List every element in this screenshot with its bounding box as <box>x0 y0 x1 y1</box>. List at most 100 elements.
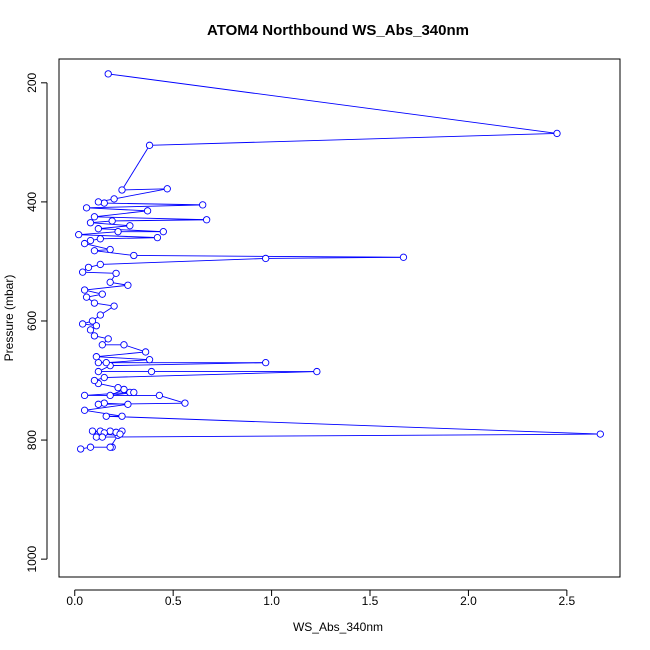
data-point <box>114 384 122 392</box>
series-segment <box>84 409 123 417</box>
data-point <box>114 228 122 236</box>
series-segment <box>90 222 130 227</box>
data-point <box>112 269 120 277</box>
data-point <box>75 230 83 239</box>
data-point <box>102 412 110 420</box>
data-point <box>96 235 104 243</box>
data-point <box>84 263 93 272</box>
series-segment <box>82 271 117 274</box>
data-point <box>141 348 150 356</box>
data-point <box>553 129 561 138</box>
plot-area <box>75 70 604 453</box>
x-tick-label: 0.0 <box>66 594 83 608</box>
data-point <box>100 373 108 382</box>
data-point <box>106 427 114 435</box>
data-point <box>147 367 156 376</box>
data-point <box>94 400 103 408</box>
data-point <box>96 311 104 319</box>
series-segment <box>84 243 111 250</box>
data-point <box>202 216 211 224</box>
series-segment <box>98 228 164 233</box>
data-point <box>78 320 87 328</box>
y-tick-label: 400 <box>25 192 39 212</box>
series-segment <box>84 403 128 411</box>
data-point <box>82 204 91 212</box>
series-segment <box>78 231 119 236</box>
data-point <box>262 359 270 367</box>
data-point <box>98 433 106 441</box>
series-segment <box>86 204 203 209</box>
data-point <box>153 233 162 242</box>
series-segment <box>86 207 148 212</box>
data-point <box>94 198 103 206</box>
data-point <box>130 251 138 260</box>
series-segment <box>94 216 207 221</box>
data-point <box>118 412 126 420</box>
data-point <box>80 239 89 248</box>
series-segment <box>149 132 558 146</box>
data-point <box>82 293 91 301</box>
data-point <box>118 186 126 194</box>
y-axis-label: Pressure (mbar) <box>2 275 16 362</box>
data-point <box>120 385 128 394</box>
series-segment <box>98 225 130 230</box>
series-segment <box>159 394 186 404</box>
series-segment <box>106 359 150 364</box>
series-segment <box>102 433 601 438</box>
data-point <box>90 332 99 340</box>
y-tick-label: 200 <box>25 72 39 92</box>
series-segment <box>96 351 146 358</box>
data-point <box>86 236 95 245</box>
data-point <box>181 399 189 407</box>
data-point <box>110 302 118 310</box>
data-point <box>98 290 106 298</box>
data-point <box>104 335 112 343</box>
y-tick-label: 600 <box>25 311 39 331</box>
series-segment <box>94 250 134 256</box>
data-point <box>98 341 106 349</box>
data-point <box>159 228 167 236</box>
data-point <box>90 299 99 307</box>
y-axis: 200 400 600 800 1000 <box>25 72 48 572</box>
data-point <box>163 185 171 193</box>
data-point <box>78 268 87 276</box>
data-point <box>88 427 97 435</box>
x-tick-label: 0.5 <box>165 594 182 608</box>
data-point <box>313 367 321 376</box>
data-point <box>145 356 154 364</box>
data-point <box>120 341 128 349</box>
data-point <box>96 260 104 269</box>
data-point <box>90 247 99 255</box>
data-point <box>92 322 101 330</box>
series-segment <box>104 202 203 206</box>
data-point <box>92 433 101 441</box>
y-tick-label: 800 <box>25 430 39 450</box>
data-point <box>86 219 95 227</box>
data-point <box>126 222 134 230</box>
series-segment <box>108 73 558 134</box>
series-segment <box>104 371 317 378</box>
data-point <box>90 213 99 221</box>
data-point <box>102 359 110 367</box>
data-point <box>199 201 207 209</box>
series-segment <box>100 258 266 265</box>
y-tick-label: 1000 <box>25 545 39 572</box>
x-tick-label: 1.0 <box>263 594 280 608</box>
series-segment <box>121 188 168 191</box>
data-point <box>116 430 124 438</box>
data-point <box>110 195 118 203</box>
series-segment <box>112 219 207 222</box>
x-tick-label: 1.5 <box>362 594 379 608</box>
data-point <box>106 443 114 451</box>
series-segment <box>94 210 148 218</box>
series-segment <box>123 344 146 353</box>
x-tick-label: 2.5 <box>559 594 576 608</box>
data-point <box>94 225 103 233</box>
data-point <box>86 326 95 334</box>
x-axis: 0.0 0.5 1.0 1.5 2.0 2.5 <box>66 589 576 608</box>
data-point <box>90 376 99 385</box>
data-point <box>262 254 270 263</box>
data-point <box>124 281 132 289</box>
data-point <box>155 391 164 400</box>
